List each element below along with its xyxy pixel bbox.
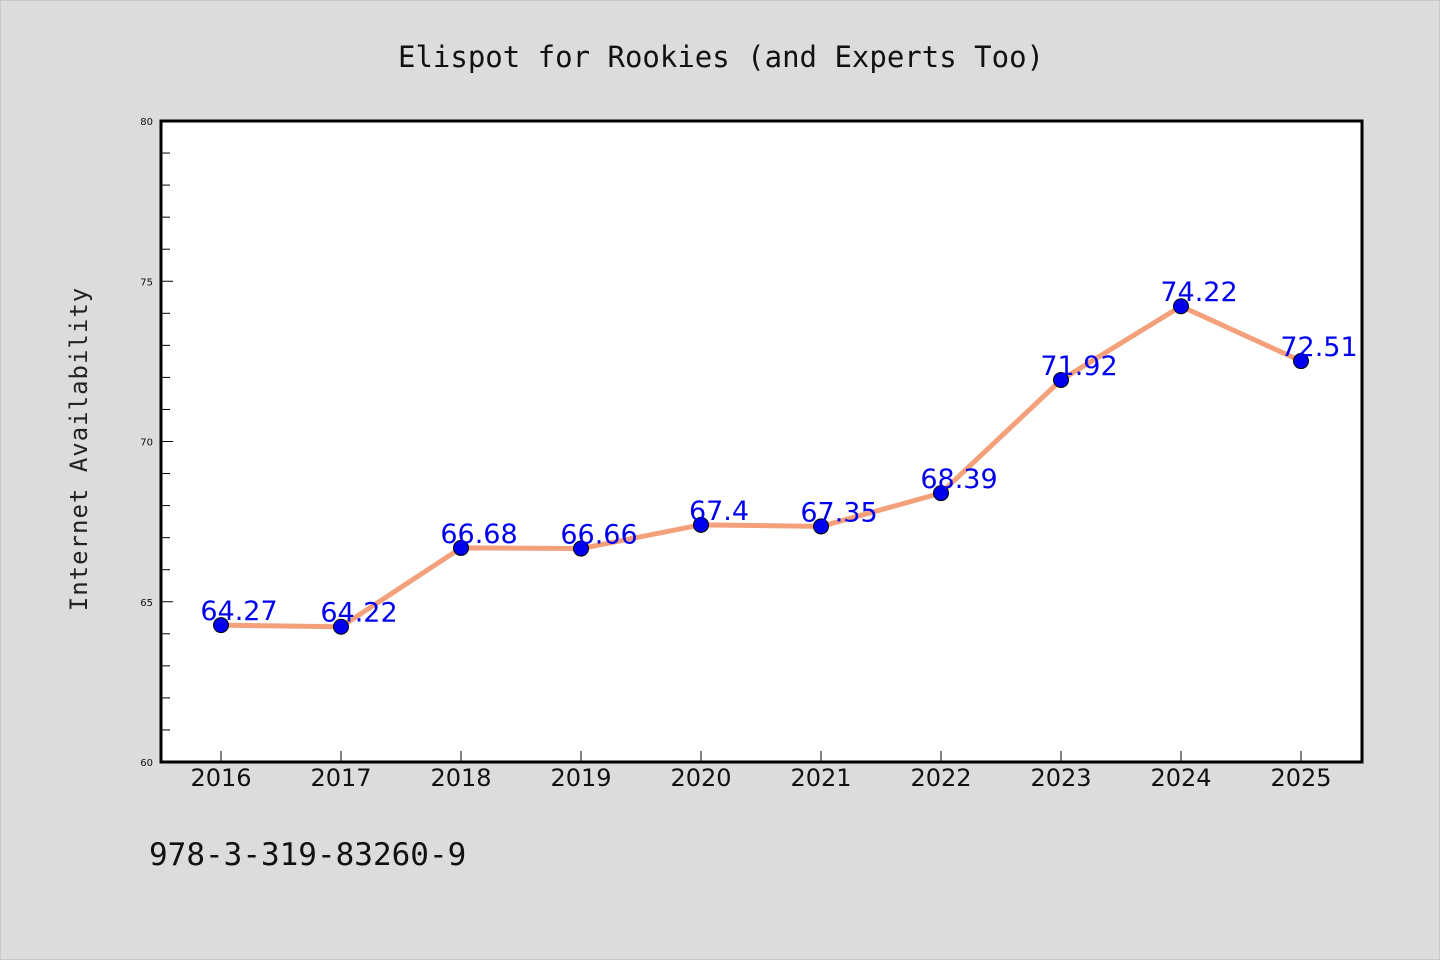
data-label: 67.4 (689, 496, 749, 527)
data-point (213, 617, 229, 634)
data-point (1053, 371, 1069, 388)
plot-area (161, 121, 1362, 762)
data-label: 66.66 (560, 520, 637, 551)
x-tick-label: 2025 (1270, 764, 1331, 792)
isbn-note: 978-3-319-83260-9 (149, 837, 466, 873)
y-tick-label: 80 (140, 117, 153, 128)
x-tick-label: 2023 (1030, 764, 1091, 792)
data-label: 72.51 (1280, 332, 1357, 363)
data-label: 67.35 (800, 497, 877, 528)
data-point (573, 540, 589, 557)
x-tick-label: 2020 (670, 764, 731, 792)
data-labels: 64.27 64.22 66.68 66.66 67.4 67.35 68.39 71.92 7… (200, 277, 1357, 629)
data-label: 74.22 (1160, 277, 1237, 308)
y-tick-label: 70 (140, 438, 153, 449)
data-label: 64.27 (200, 596, 277, 627)
x-tick-label: 2018 (430, 764, 491, 792)
y-tick-label: 60 (140, 758, 153, 769)
x-axis: 2016 2017 2018 2019 2020 2021 2022 2023 2024 2025 (190, 751, 1332, 792)
x-tick-label: 2016 (190, 764, 251, 792)
data-label: 71.92 (1040, 351, 1117, 382)
data-point (333, 618, 349, 635)
x-tick-label: 2021 (790, 764, 851, 792)
series-points (213, 298, 1309, 635)
y-tick-label: 65 (140, 598, 153, 609)
data-point (1293, 353, 1309, 370)
x-tick-label: 2017 (310, 764, 371, 792)
data-label: 66.68 (440, 519, 517, 550)
plot-border (159, 119, 1364, 764)
x-tick-label: 2022 (910, 764, 971, 792)
data-point (933, 485, 949, 502)
chart-title: Elispot for Rookies (and Experts Too) (398, 40, 1044, 74)
data-point (1173, 298, 1189, 315)
data-point (693, 516, 709, 533)
y-axis-label: Internet Availability (65, 287, 93, 611)
data-label: 64.22 (320, 598, 397, 629)
data-point (813, 518, 829, 535)
y-tick-label: 75 (140, 277, 153, 288)
x-tick-label: 2024 (1150, 764, 1211, 792)
data-point (453, 539, 469, 556)
data-label: 68.39 (920, 464, 997, 495)
x-tick-label: 2019 (550, 764, 611, 792)
series-line-group (218, 303, 1304, 630)
series-line (218, 303, 1304, 630)
